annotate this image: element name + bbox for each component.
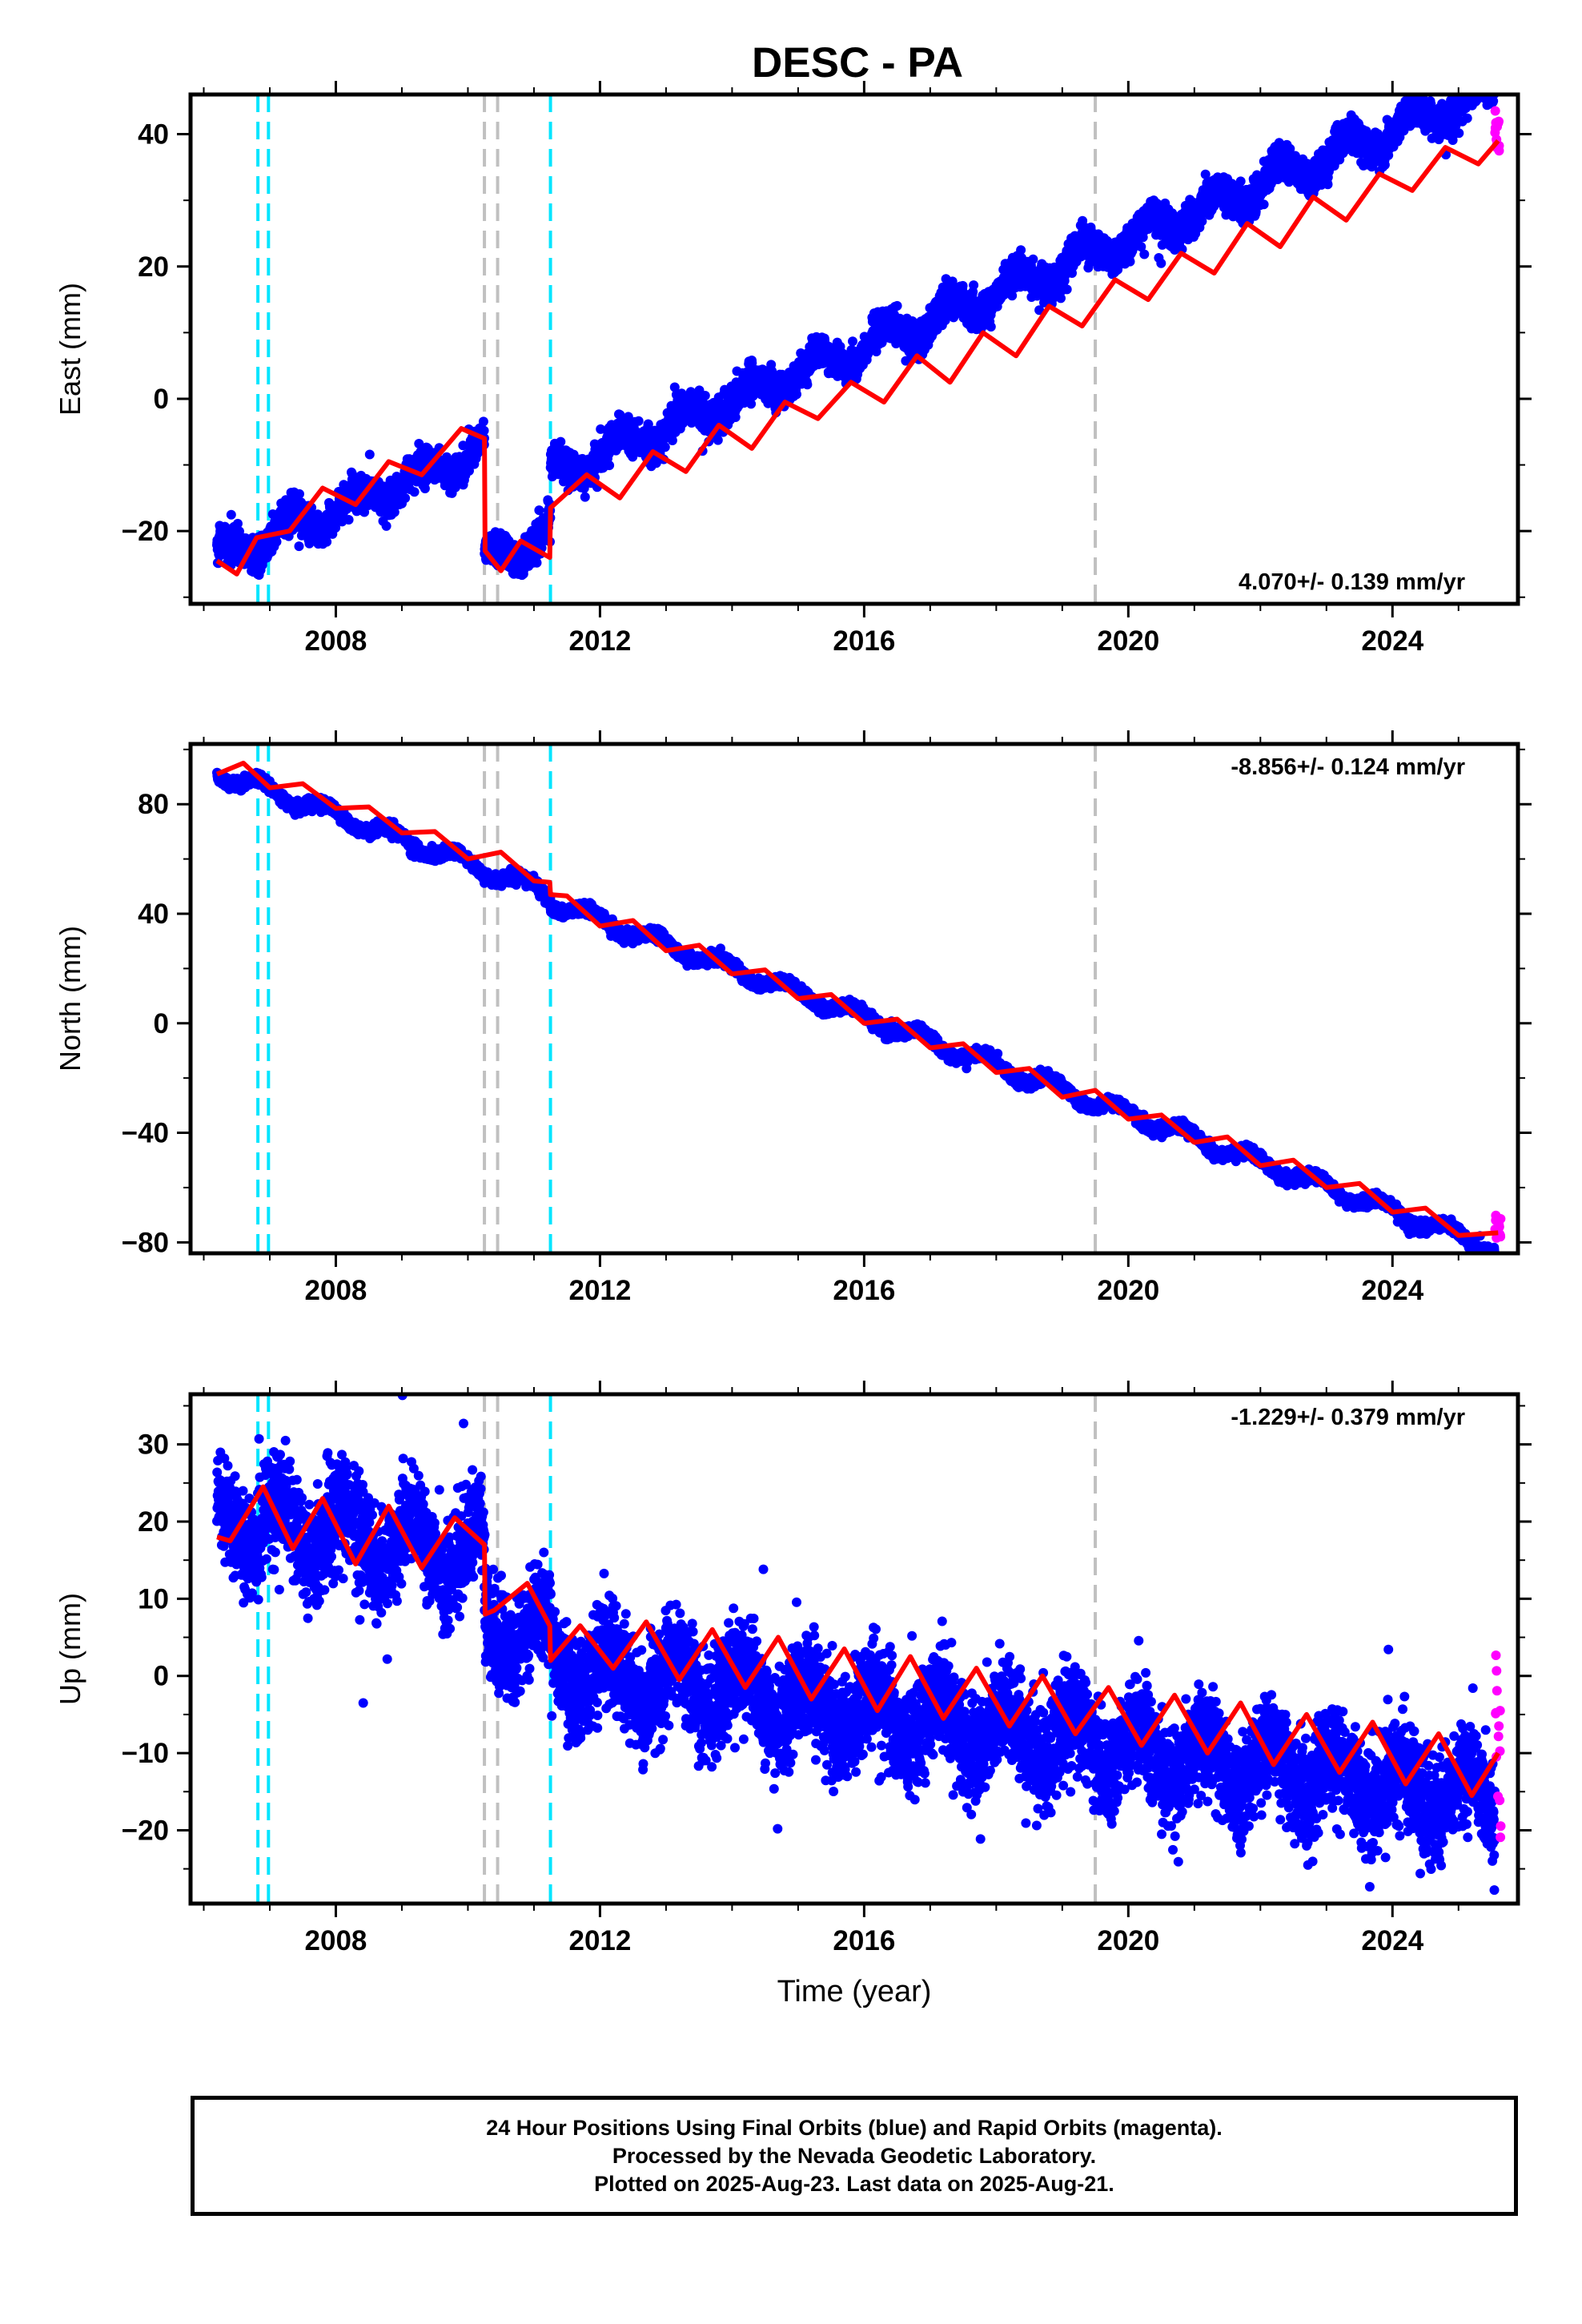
final-orbit-point: [848, 336, 857, 347]
final-orbit-point: [381, 521, 391, 531]
plot-area: [212, 94, 1504, 604]
final-orbit-point: [409, 487, 420, 497]
chart-title: DESC - PA: [752, 39, 963, 86]
final-orbit-point: [556, 436, 566, 447]
final-orbit-point: [400, 493, 411, 503]
final-orbit-point: [233, 518, 243, 529]
final-orbit-point: [295, 489, 304, 499]
final-orbit-point: [580, 492, 590, 502]
final-orbit-point: [1056, 293, 1066, 304]
final-orbit-point: [534, 505, 544, 516]
final-orbit-point: [532, 557, 542, 568]
final-orbit-point: [331, 523, 341, 533]
final-orbit-point: [364, 449, 375, 460]
final-orbit-point: [322, 537, 332, 547]
final-orbit-point: [458, 440, 468, 451]
final-orbit-point: [958, 280, 968, 291]
final-orbit-point: [792, 389, 801, 400]
final-orbit-point: [479, 425, 489, 436]
final-orbit-point: [226, 509, 236, 520]
final-orbit-point: [343, 515, 354, 525]
final-orbit-point: [414, 439, 424, 448]
final-orbit-point: [713, 435, 723, 445]
final-orbit-point: [892, 300, 902, 311]
final-orbit-point: [604, 460, 615, 471]
final-orbit-point: [478, 416, 488, 427]
final-orbit-point: [633, 416, 644, 426]
final-orbit-point: [802, 380, 813, 390]
final-orbit-point: [1062, 284, 1072, 295]
final-orbit-point: [294, 541, 304, 552]
final-orbit-point: [700, 391, 710, 400]
final-orbit-point: [969, 280, 979, 291]
final-orbit-points: [212, 94, 1500, 581]
final-orbit-point: [1028, 254, 1038, 264]
final-orbit-point: [730, 412, 741, 422]
final-orbit-point: [271, 537, 282, 547]
final-orbit-point: [986, 322, 996, 332]
final-orbit-point: [660, 442, 670, 452]
